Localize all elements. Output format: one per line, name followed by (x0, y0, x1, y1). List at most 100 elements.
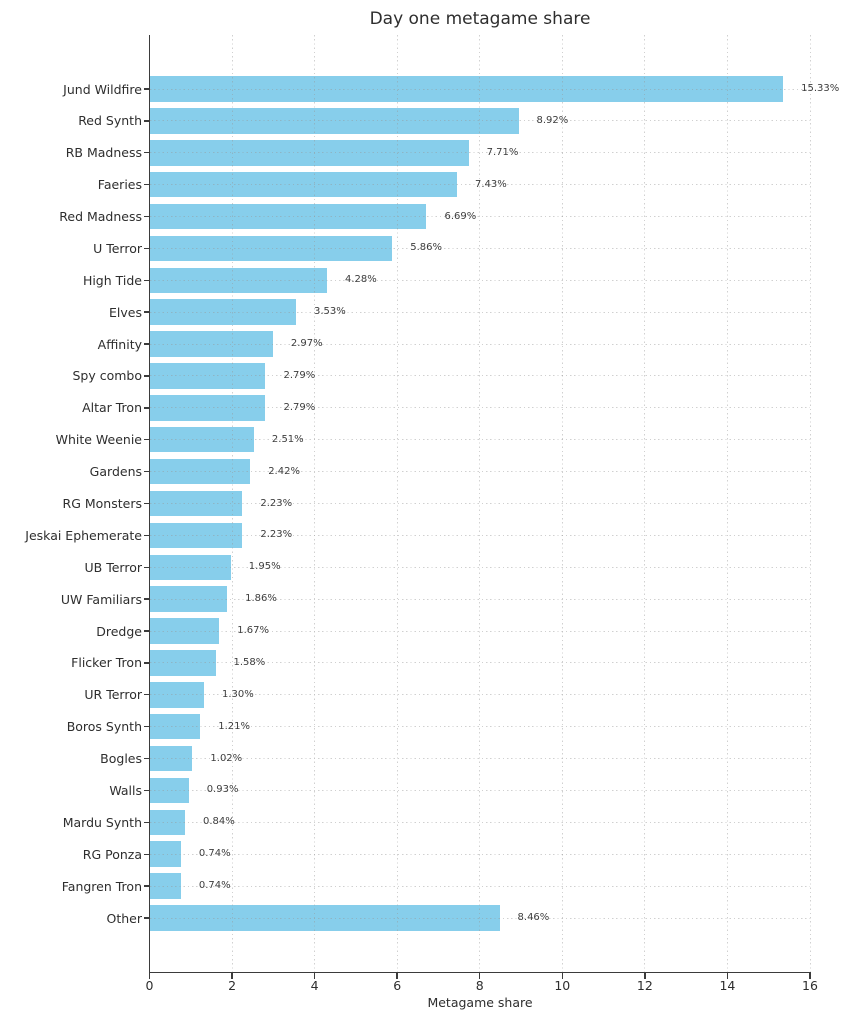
y-gridline (150, 758, 810, 760)
bar-value-label: 1.58% (233, 656, 266, 668)
x-tick-label: 12 (636, 978, 653, 993)
y-gridline (150, 885, 810, 887)
x-tick-mark (561, 973, 563, 979)
y-gridline (150, 439, 810, 441)
y-gridline (150, 88, 810, 90)
bar-value-label: 1.02% (210, 752, 243, 764)
y-tick-mark (144, 279, 150, 281)
x-gridline (809, 35, 811, 972)
y-tick-label: Gardens (89, 464, 142, 480)
y-tick-mark (144, 662, 150, 664)
y-gridline (150, 216, 810, 218)
bar (150, 745, 193, 772)
bar-value-label: 2.51% (271, 433, 304, 445)
y-gridline (150, 789, 810, 791)
y-tick-label: High Tide (82, 272, 142, 288)
bar (150, 905, 500, 931)
bar (150, 299, 297, 325)
bar (150, 331, 273, 357)
y-gridline (150, 311, 810, 313)
y-gridline (150, 662, 810, 664)
y-tick-mark (144, 853, 150, 855)
y-tick-mark (144, 152, 150, 154)
x-tick-label: 6 (393, 978, 402, 993)
y-tick-label: RG Ponza (82, 846, 142, 862)
bar (150, 267, 327, 294)
bar (150, 203, 427, 230)
y-tick-mark (144, 311, 150, 313)
bar-value-label: 2.79% (283, 401, 316, 413)
y-gridline (150, 566, 810, 568)
y-gridline (150, 375, 810, 377)
y-gridline (150, 917, 810, 919)
x-tick-mark (396, 973, 398, 979)
y-tick-mark (144, 917, 150, 919)
x-tick-mark (148, 973, 151, 979)
bar (150, 522, 243, 549)
y-tick-label: UB Terror (84, 559, 142, 575)
y-tick-label: Other (106, 910, 143, 926)
x-tick-label: 2 (228, 978, 237, 993)
y-tick-label: Elves (109, 304, 142, 320)
y-gridline (150, 407, 810, 409)
bar-value-label: 1.86% (245, 593, 277, 605)
x-gridline (314, 35, 316, 972)
bar-value-label: 8.92% (536, 114, 569, 126)
x-gridline (726, 35, 728, 972)
y-tick-label: RB Madness (65, 145, 142, 161)
bar (150, 713, 201, 740)
bar (150, 682, 204, 708)
bar-value-label: 2.97% (290, 338, 323, 350)
bar-value-label: 2.79% (283, 369, 316, 381)
y-tick-label: Faeries (97, 177, 142, 193)
y-tick-label: U Terror (93, 240, 142, 256)
y-tick-mark (144, 694, 150, 696)
y-gridline (150, 534, 810, 536)
y-tick-mark (144, 183, 150, 186)
y-tick-mark (144, 757, 150, 760)
y-gridline (150, 598, 810, 600)
y-tick-label: Flicker Tron (71, 655, 142, 671)
bar (150, 873, 181, 899)
y-tick-label: Altar Tron (82, 400, 142, 416)
y-tick-label: Walls (109, 782, 142, 798)
x-gridline (396, 35, 398, 972)
bar-value-label: 7.43% (475, 178, 507, 190)
bar-value-label: 2.23% (260, 497, 293, 509)
y-tick-label: Mardu Synth (62, 814, 142, 830)
y-tick-mark (144, 247, 150, 250)
bar (150, 586, 228, 612)
y-gridline (150, 503, 810, 504)
bar (150, 108, 519, 134)
bar (150, 395, 266, 421)
y-gridline (150, 152, 810, 154)
y-gridline (150, 471, 810, 473)
bar (150, 841, 181, 867)
chart-title: Day one metagame share (369, 9, 591, 29)
y-tick-label: RG Monsters (62, 496, 142, 511)
y-tick-mark (144, 534, 150, 537)
y-tick-mark (144, 470, 150, 473)
y-gridline (150, 184, 810, 186)
y-tick-label: Dredge (96, 623, 142, 639)
y-tick-mark (144, 725, 150, 728)
y-gridline (150, 247, 810, 249)
bar-value-label: 2.42% (268, 465, 300, 477)
x-gridline (561, 35, 563, 972)
y-tick-mark (144, 375, 150, 377)
y-tick-mark (144, 885, 150, 887)
x-gridline (644, 35, 646, 972)
x-tick-label: 16 (802, 978, 818, 993)
bar (150, 171, 458, 198)
x-axis-title: Metagame share (427, 995, 533, 1010)
x-tick-label: 4 (310, 978, 319, 993)
bar (150, 618, 220, 644)
y-tick-mark (144, 502, 150, 505)
bar-value-label: 15.33% (801, 83, 840, 94)
y-tick-label: Spy combo (72, 368, 142, 384)
bar-value-label: 0.74% (198, 880, 231, 892)
y-tick-mark (144, 343, 150, 345)
bar (150, 490, 243, 517)
y-tick-mark (144, 598, 150, 600)
